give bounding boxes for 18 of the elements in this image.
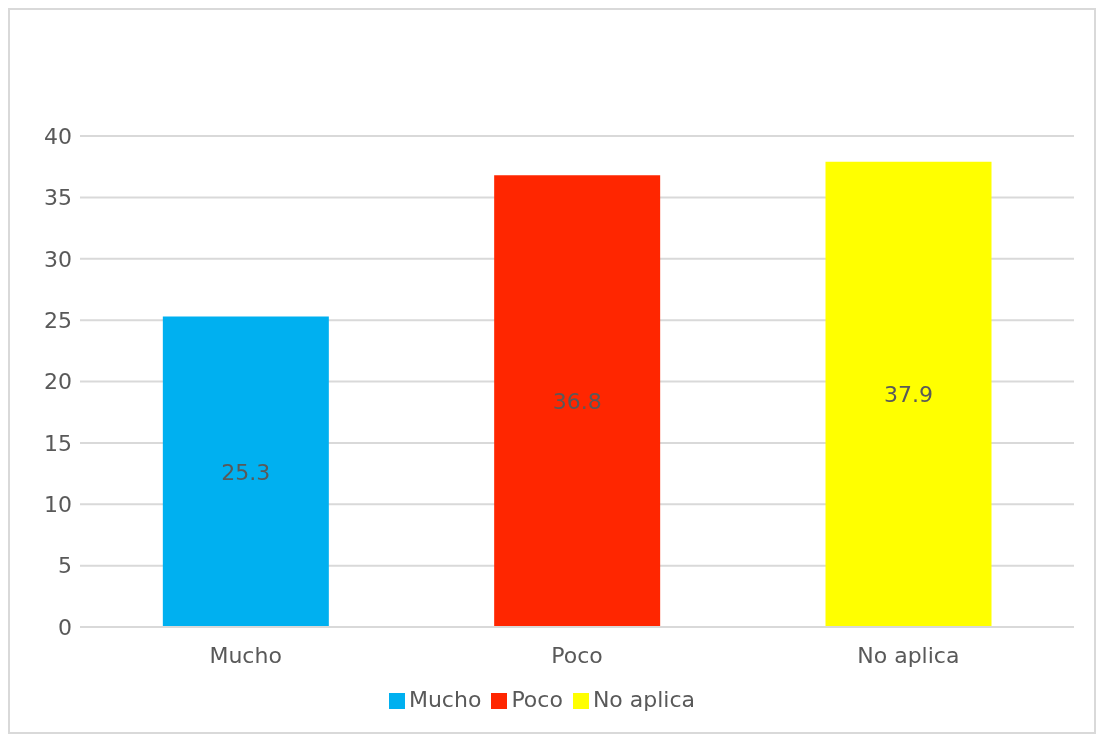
legend-label: Poco bbox=[511, 687, 563, 712]
x-tick-label: No aplica bbox=[857, 642, 960, 668]
data-label: 25.3 bbox=[221, 459, 271, 485]
y-tick-label: 10 bbox=[44, 492, 72, 518]
y-tick-label: 5 bbox=[58, 553, 72, 579]
x-tick-label: Mucho bbox=[209, 642, 282, 668]
data-label: 37.9 bbox=[884, 382, 933, 408]
legend-label: Mucho bbox=[408, 687, 482, 712]
y-tick-label: 40 bbox=[44, 123, 72, 149]
data-label: 36.8 bbox=[552, 388, 602, 414]
x-tick-label: Poco bbox=[551, 642, 603, 668]
legend-label: No aplica bbox=[592, 687, 696, 712]
y-tick-label: 35 bbox=[44, 185, 72, 211]
y-tick-label: 25 bbox=[44, 307, 72, 333]
y-tick-label: 30 bbox=[44, 246, 72, 272]
y-tick-label: 20 bbox=[44, 369, 72, 395]
y-tick-label: 15 bbox=[44, 430, 72, 456]
y-tick-label: 0 bbox=[58, 614, 72, 640]
